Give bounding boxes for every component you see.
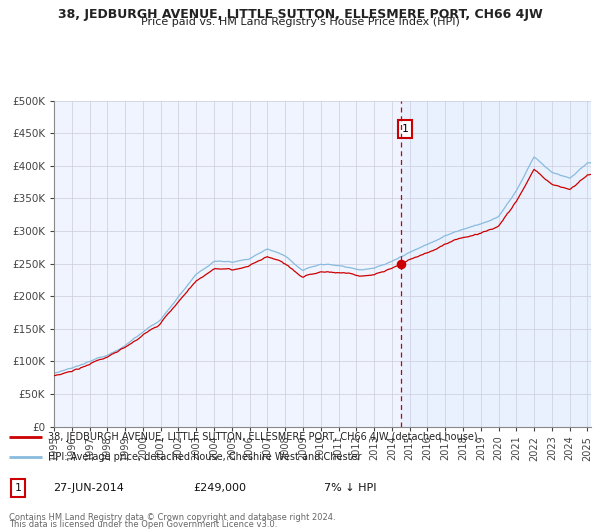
Text: This data is licensed under the Open Government Licence v3.0.: This data is licensed under the Open Gov… [9, 520, 277, 529]
Bar [401, 101, 591, 427]
Text: Contains HM Land Registry data © Crown copyright and database right 2024.: Contains HM Land Registry data © Crown c… [9, 513, 335, 522]
Text: 7% ↓ HPI: 7% ↓ HPI [324, 483, 376, 493]
Text: £249,000: £249,000 [193, 483, 246, 493]
Text: 1: 1 [401, 123, 408, 134]
Text: 38, JEDBURGH AVENUE, LITTLE SUTTON, ELLESMERE PORT, CH66 4JW (detached house): 38, JEDBURGH AVENUE, LITTLE SUTTON, ELLE… [47, 432, 477, 443]
Text: 27-JUN-2014: 27-JUN-2014 [53, 483, 124, 493]
Text: Price paid vs. HM Land Registry's House Price Index (HPI): Price paid vs. HM Land Registry's House … [140, 17, 460, 27]
Text: 38, JEDBURGH AVENUE, LITTLE SUTTON, ELLESMERE PORT, CH66 4JW: 38, JEDBURGH AVENUE, LITTLE SUTTON, ELLE… [58, 8, 542, 21]
Point [396, 260, 406, 269]
Text: 1: 1 [14, 483, 21, 493]
Text: HPI: Average price, detached house, Cheshire West and Chester: HPI: Average price, detached house, Ches… [47, 452, 361, 462]
